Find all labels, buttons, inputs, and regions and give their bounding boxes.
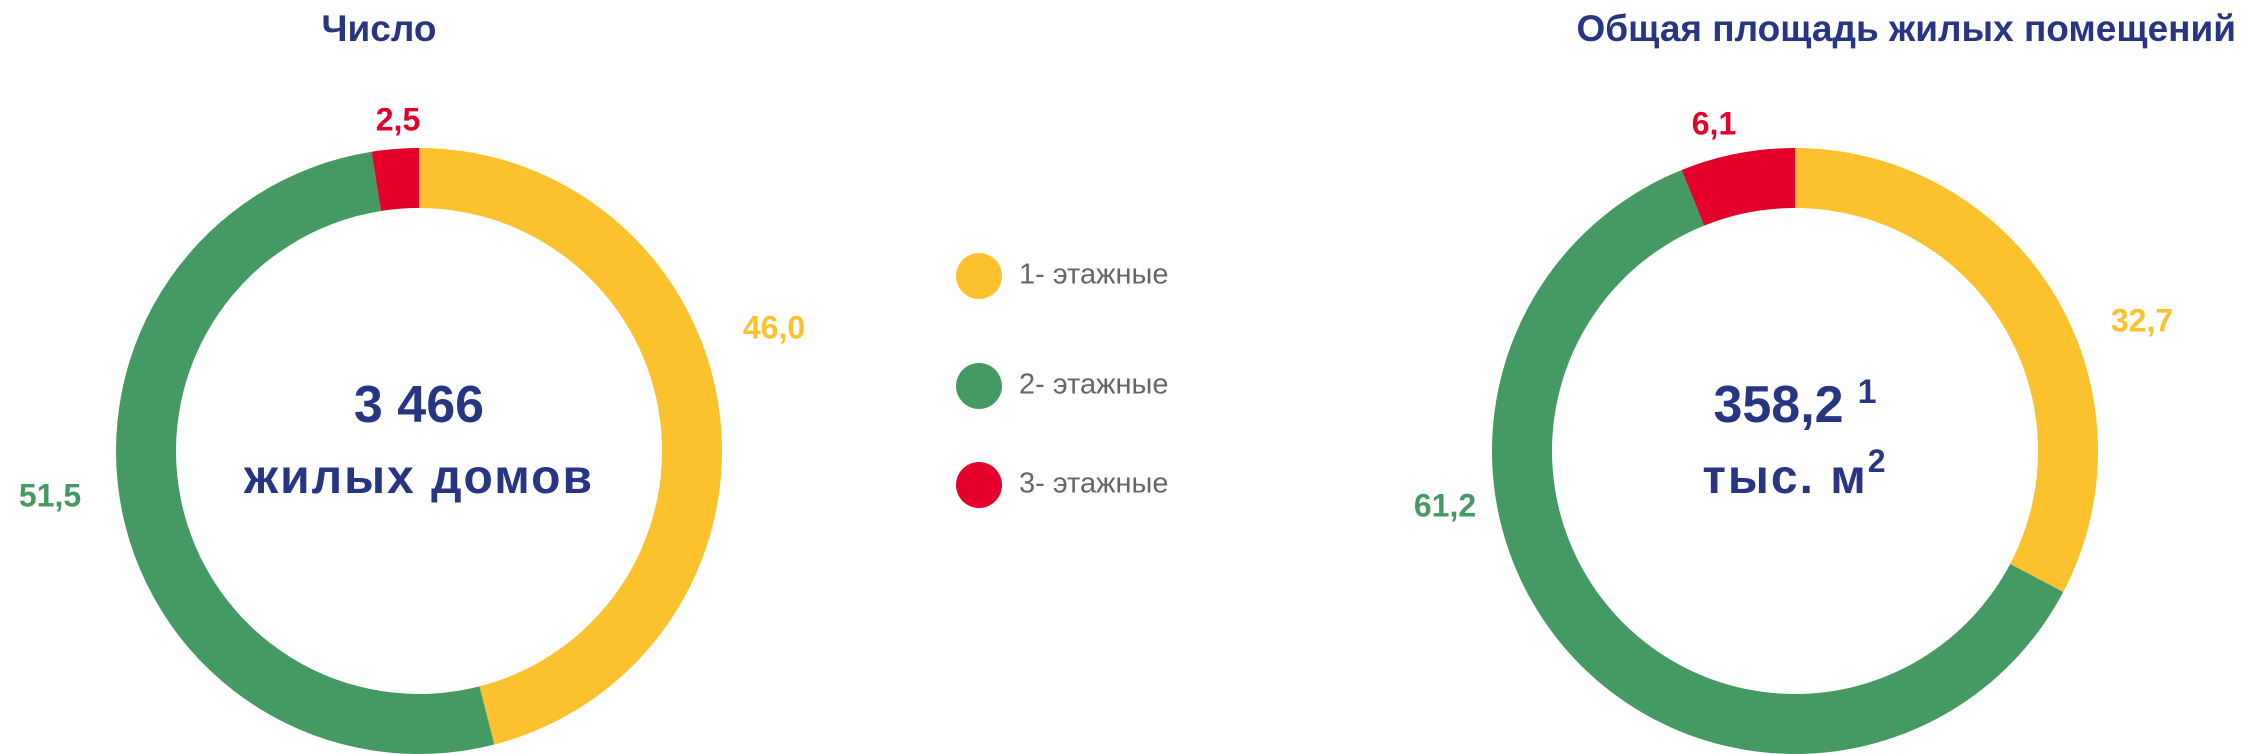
legend-label: 3- этажные <box>1019 468 1168 500</box>
donut-slice <box>1795 148 2098 592</box>
value-label: 61,2 <box>1414 487 1476 523</box>
chart-title: Число <box>322 8 437 49</box>
value-label: 46,0 <box>743 309 805 345</box>
center-unit-sup: 2 <box>1868 443 1888 479</box>
donut-slice <box>419 148 723 745</box>
center-unit-text: тыс. м <box>1702 451 1867 504</box>
center-unit: жилых домов <box>243 451 594 504</box>
center-unit: тыс. м2 <box>1702 443 1887 503</box>
center-value-number: 358,2 <box>1713 376 1843 434</box>
donut-slice <box>371 148 419 211</box>
value-label: 51,5 <box>19 477 81 513</box>
value-label: 6,1 <box>1692 105 1736 141</box>
chart-title: Общая площадь жилых помещений <box>1577 8 2236 49</box>
donut-slice <box>1681 148 1795 226</box>
center-value: 358,2 1 <box>1713 373 1876 434</box>
center-value: 3 466 <box>354 376 484 434</box>
donut-slice <box>116 151 495 754</box>
legend-swatch <box>956 253 1002 299</box>
value-label: 32,7 <box>2111 302 2173 338</box>
value-label: 2,5 <box>376 101 420 137</box>
legend-label: 1- этажные <box>1019 259 1168 291</box>
center-value-number: 3 466 <box>354 376 484 434</box>
legend-label: 2- этажные <box>1019 369 1168 401</box>
center-unit-text: жилых домов <box>243 451 594 504</box>
legend-swatch <box>956 363 1002 409</box>
legend-swatch <box>956 462 1002 508</box>
center-value-note: 1 <box>1858 373 1877 411</box>
